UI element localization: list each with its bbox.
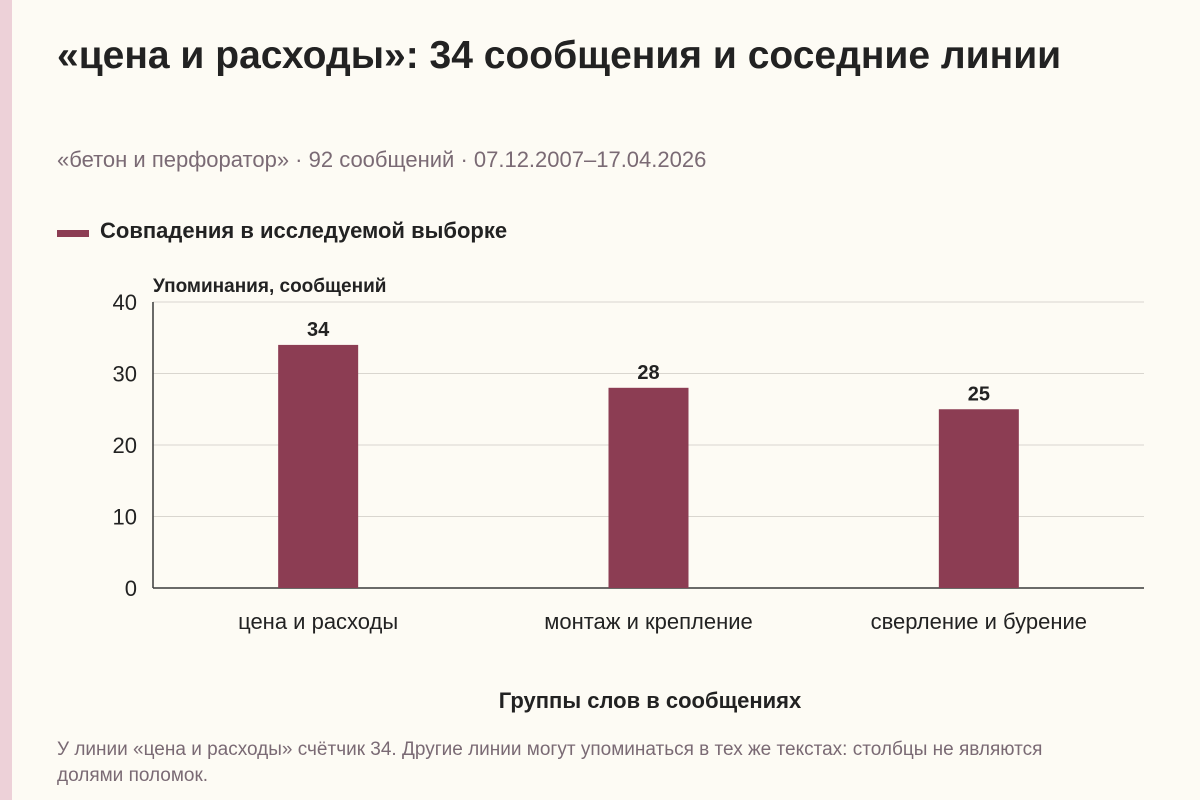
bar bbox=[278, 344, 359, 588]
x-tick-labels: цена и расходы монтаж и крепление сверлени… bbox=[238, 609, 1087, 634]
footnote: У линии «цена и расходы» счётчик 34. Дру… bbox=[57, 739, 1043, 786]
x-axis-title: Группы слов в сообщениях bbox=[499, 688, 802, 713]
left-accent-stripe bbox=[0, 0, 12, 800]
data-label: 28 bbox=[637, 362, 659, 384]
x-tick-label: монтаж и крепление bbox=[544, 609, 753, 634]
bar bbox=[608, 387, 689, 588]
y-axis-title: Упоминания, сообщений bbox=[153, 276, 386, 297]
x-tick-label: сверление и бурение bbox=[871, 609, 1087, 634]
legend-label: Совпадения в исследуемой выборке bbox=[100, 218, 508, 243]
bar bbox=[938, 409, 1019, 588]
x-tick-label: цена и расходы bbox=[238, 609, 398, 634]
y-tick-label: 40 bbox=[113, 290, 137, 315]
data-labels: 34 28 25 bbox=[307, 319, 990, 405]
y-tick-label: 0 bbox=[125, 576, 137, 601]
data-label: 25 bbox=[968, 383, 990, 405]
legend-swatch bbox=[57, 229, 89, 237]
y-tick-labels: 0 10 20 30 40 bbox=[113, 290, 137, 601]
y-tick-label: 20 bbox=[113, 433, 137, 458]
bars bbox=[278, 344, 1019, 588]
chart-subtitle: «бетон и перфоратор» · 92 сообщений · 07… bbox=[57, 147, 707, 172]
y-tick-label: 10 bbox=[113, 505, 137, 530]
y-tick-label: 30 bbox=[113, 362, 137, 387]
data-label: 34 bbox=[307, 319, 330, 341]
chart-title: «цена и расходы»: 34 сообщения и соседни… bbox=[57, 34, 1062, 77]
legend: Совпадения в исследуемой выборке bbox=[57, 218, 507, 244]
